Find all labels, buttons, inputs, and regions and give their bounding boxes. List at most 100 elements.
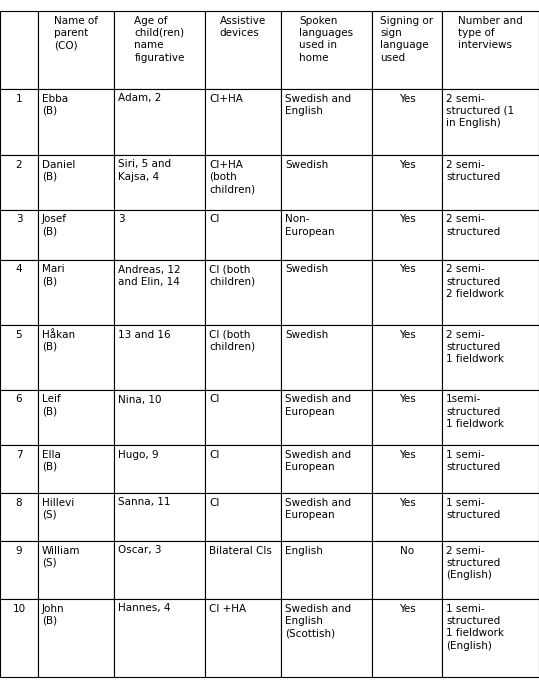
Text: Signing or
sign
language
used: Signing or sign language used	[381, 16, 433, 63]
Text: Swedish and
English: Swedish and English	[285, 93, 351, 116]
Bar	[205, 598, 281, 677]
Text: Non-
European: Non- European	[285, 214, 335, 237]
Bar	[442, 390, 539, 444]
Text: Josef
(B): Josef (B)	[42, 214, 67, 237]
Bar	[0, 541, 38, 598]
Text: 2 semi-
structured: 2 semi- structured	[446, 159, 500, 182]
Bar	[205, 155, 281, 210]
Bar	[281, 493, 372, 541]
Text: Ella
(B): Ella (B)	[42, 449, 61, 472]
Text: 5: 5	[16, 330, 22, 339]
Text: Oscar, 3: Oscar, 3	[118, 545, 162, 556]
Bar	[205, 493, 281, 541]
Bar	[0, 210, 38, 260]
Text: 2 semi-
structured
(English): 2 semi- structured (English)	[446, 545, 500, 581]
Bar	[0, 598, 38, 677]
Text: Yes: Yes	[399, 93, 416, 104]
Bar	[114, 444, 205, 493]
Text: Spoken
languages
used in
home: Spoken languages used in home	[300, 16, 354, 63]
Text: 2 semi-
structured: 2 semi- structured	[446, 214, 500, 237]
Bar	[372, 324, 442, 390]
Bar	[372, 210, 442, 260]
Text: Swedish and
European: Swedish and European	[285, 449, 351, 472]
Text: Andreas, 12
and Elin, 14: Andreas, 12 and Elin, 14	[118, 264, 181, 287]
Text: Adam, 2: Adam, 2	[118, 93, 161, 104]
Bar	[114, 324, 205, 390]
Bar	[205, 210, 281, 260]
Text: CI+HA
(both
children): CI+HA (both children)	[209, 159, 255, 194]
Text: 2 semi-
structured (1
in English): 2 semi- structured (1 in English)	[446, 93, 514, 128]
Text: CI: CI	[209, 497, 219, 508]
Bar	[372, 260, 442, 324]
Text: No: No	[400, 545, 414, 556]
Text: 2: 2	[16, 159, 22, 170]
Bar	[0, 390, 38, 444]
Text: Assistive
devices: Assistive devices	[220, 16, 266, 38]
Text: William
(S): William (S)	[42, 545, 80, 568]
Bar	[38, 10, 114, 89]
Text: Ebba
(B): Ebba (B)	[42, 93, 68, 116]
Bar	[442, 493, 539, 541]
Bar	[281, 155, 372, 210]
Bar	[281, 260, 372, 324]
Text: CI: CI	[209, 214, 219, 225]
Text: Yes: Yes	[399, 159, 416, 170]
Bar	[205, 324, 281, 390]
Text: Swedish: Swedish	[285, 330, 328, 339]
Bar	[38, 444, 114, 493]
Text: Yes: Yes	[399, 497, 416, 508]
Text: 1 semi-
structured: 1 semi- structured	[446, 449, 500, 472]
Bar	[205, 89, 281, 155]
Bar	[0, 155, 38, 210]
Bar	[372, 493, 442, 541]
Text: 3: 3	[16, 214, 22, 225]
Text: Yes: Yes	[399, 603, 416, 613]
Text: Swedish and
English
(Scottish): Swedish and English (Scottish)	[285, 603, 351, 638]
Bar	[205, 260, 281, 324]
Bar	[372, 598, 442, 677]
Text: 1 semi-
structured
1 fieldwork
(English): 1 semi- structured 1 fieldwork (English)	[446, 603, 504, 651]
Bar	[0, 89, 38, 155]
Bar	[38, 493, 114, 541]
Bar	[38, 260, 114, 324]
Bar	[114, 260, 205, 324]
Text: CI+HA: CI+HA	[209, 93, 243, 104]
Text: 1: 1	[16, 93, 22, 104]
Text: Yes: Yes	[399, 394, 416, 405]
Text: Age of
child(ren)
name
figurative: Age of child(ren) name figurative	[134, 16, 185, 63]
Bar	[114, 541, 205, 598]
Bar	[372, 89, 442, 155]
Text: 3: 3	[118, 214, 125, 225]
Bar	[205, 541, 281, 598]
Text: 1 semi-
structured: 1 semi- structured	[446, 497, 500, 520]
Bar	[38, 155, 114, 210]
Bar	[0, 260, 38, 324]
Text: Swedish: Swedish	[285, 159, 328, 170]
Text: 9: 9	[16, 545, 22, 556]
Bar	[0, 493, 38, 541]
Text: 1semi-
structured
1 fieldwork: 1semi- structured 1 fieldwork	[446, 394, 504, 429]
Bar	[0, 324, 38, 390]
Bar	[372, 390, 442, 444]
Text: 10: 10	[12, 603, 25, 613]
Text: Name of
parent
(CO): Name of parent (CO)	[54, 16, 98, 50]
Bar	[38, 541, 114, 598]
Text: Yes: Yes	[399, 214, 416, 225]
Text: Yes: Yes	[399, 264, 416, 275]
Text: Bilateral CIs: Bilateral CIs	[209, 545, 272, 556]
Bar	[281, 210, 372, 260]
Bar	[281, 10, 372, 89]
Bar	[442, 155, 539, 210]
Text: 2 semi-
structured
1 fieldwork: 2 semi- structured 1 fieldwork	[446, 330, 504, 364]
Bar	[372, 444, 442, 493]
Bar	[38, 390, 114, 444]
Text: Hugo, 9: Hugo, 9	[118, 449, 158, 460]
Text: Swedish and
European: Swedish and European	[285, 394, 351, 417]
Bar	[114, 10, 205, 89]
Text: Nina, 10: Nina, 10	[118, 394, 162, 405]
Bar	[205, 10, 281, 89]
Bar	[205, 390, 281, 444]
Bar	[114, 210, 205, 260]
Bar	[442, 210, 539, 260]
Text: 2 semi-
structured
2 fieldwork: 2 semi- structured 2 fieldwork	[446, 264, 504, 300]
